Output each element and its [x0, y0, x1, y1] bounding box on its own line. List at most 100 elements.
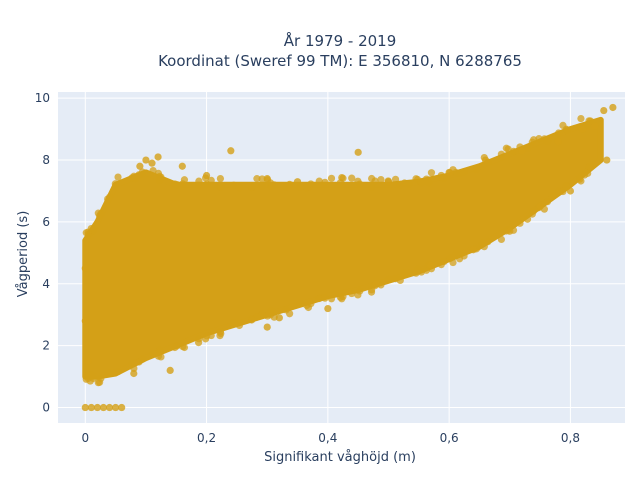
- scatter-point: [230, 181, 238, 189]
- scatter-point: [93, 403, 102, 412]
- scatter-point: [207, 176, 215, 184]
- scatter-point: [258, 175, 266, 183]
- scatter-point: [87, 403, 95, 412]
- scatter-point: [336, 179, 345, 187]
- scatter-point: [315, 294, 323, 303]
- scatter-point: [377, 175, 385, 184]
- scatter-point: [356, 287, 364, 295]
- scatter-point: [425, 179, 433, 187]
- scatter-point: [217, 329, 225, 338]
- scatter-point: [417, 179, 425, 187]
- scatter-point: [472, 165, 481, 173]
- scatter-point: [136, 162, 144, 170]
- scatter-point: [130, 369, 138, 378]
- scatter-point: [427, 169, 436, 177]
- y-tick-label: 6: [42, 215, 50, 229]
- scatter-point: [166, 366, 174, 375]
- scatter-point: [263, 312, 272, 320]
- scatter-point: [576, 175, 584, 183]
- scatter-point: [603, 156, 611, 164]
- scatter-point: [138, 168, 147, 176]
- scatter-point: [258, 182, 266, 190]
- scatter-point: [97, 210, 105, 218]
- scatter-point: [286, 310, 294, 318]
- y-axis-title: Vågperiod (s): [16, 211, 31, 298]
- scatter-point: [396, 181, 404, 189]
- scatter-point: [130, 364, 138, 373]
- scatter-point: [111, 180, 119, 188]
- scatter-point: [391, 274, 400, 283]
- x-tick-label: 0,4: [318, 431, 337, 445]
- scatter-point: [307, 299, 315, 308]
- scatter-point: [452, 250, 460, 258]
- x-tick-label: 0,8: [561, 431, 580, 445]
- scatter-point: [253, 175, 261, 183]
- x-tick-label: 0: [81, 431, 89, 445]
- points-layer: [81, 103, 617, 412]
- x-axis-title: Signifikant våghöjd (m): [264, 450, 416, 465]
- scatter-point: [195, 181, 203, 189]
- scatter-point: [179, 180, 187, 188]
- scatter-point: [528, 210, 536, 218]
- scatter-point: [356, 180, 364, 188]
- y-tick-label: 0: [42, 401, 50, 415]
- scatter-point: [112, 403, 120, 412]
- scatter-point: [478, 162, 486, 170]
- scatter-point: [445, 168, 453, 177]
- scatter-point: [230, 318, 238, 327]
- scatter-point: [523, 215, 532, 223]
- scatter-point: [354, 148, 362, 156]
- scatter-point: [286, 180, 294, 188]
- scatter-point: [480, 243, 488, 251]
- scatter-point: [509, 147, 518, 155]
- scatter-point: [81, 403, 89, 412]
- scatter-point: [84, 371, 92, 379]
- scatter-point: [327, 295, 336, 303]
- scatter-point: [609, 103, 617, 112]
- scatter-point: [586, 117, 595, 125]
- scatter-point: [563, 126, 571, 134]
- scatter-point: [348, 289, 356, 298]
- scatter-point: [81, 264, 89, 272]
- scatter-point: [497, 150, 506, 158]
- scatter-point: [106, 369, 114, 377]
- y-tick-label: 2: [42, 339, 50, 353]
- scatter-point: [81, 317, 89, 325]
- scatter-point: [315, 177, 323, 185]
- scatter-point: [566, 187, 575, 195]
- scatter-point: [179, 342, 187, 351]
- scatter-point: [367, 183, 376, 191]
- scatter-point: [578, 125, 587, 133]
- scatter-point: [154, 153, 162, 161]
- scatter-point: [600, 106, 608, 115]
- scatter-point: [321, 294, 329, 302]
- scatter-point: [336, 293, 345, 301]
- scatter-point: [106, 193, 114, 201]
- scatter-point: [263, 323, 271, 331]
- scatter-point: [535, 135, 543, 143]
- scatter-point: [586, 162, 595, 171]
- scatter-point: [99, 403, 108, 412]
- scatter-point: [506, 227, 514, 235]
- scatter-point: [559, 187, 567, 196]
- scatter-point: [584, 169, 592, 177]
- scatter-point: [195, 339, 203, 347]
- scatter-point: [155, 172, 164, 181]
- tick-layer: 0 0,2 0,4 0,6 0,8 0 2 4 6 8 10: [35, 91, 580, 445]
- scatter-point: [437, 171, 445, 180]
- scatter-point: [543, 198, 552, 206]
- scatter-point: [114, 173, 122, 181]
- scatter-point: [469, 246, 477, 254]
- scatter-point: [368, 174, 376, 183]
- scatter-point: [178, 162, 186, 170]
- x-tick-label: 0,6: [440, 431, 459, 445]
- scatter-point: [460, 252, 468, 260]
- scatter-point: [321, 178, 329, 186]
- scatter-point: [114, 368, 122, 376]
- scatter-point: [536, 202, 544, 211]
- scatter-point: [391, 175, 400, 183]
- scatter-point: [227, 147, 235, 155]
- scatter-point: [412, 175, 420, 183]
- scatter-point: [591, 122, 599, 130]
- scatter-point: [138, 355, 147, 363]
